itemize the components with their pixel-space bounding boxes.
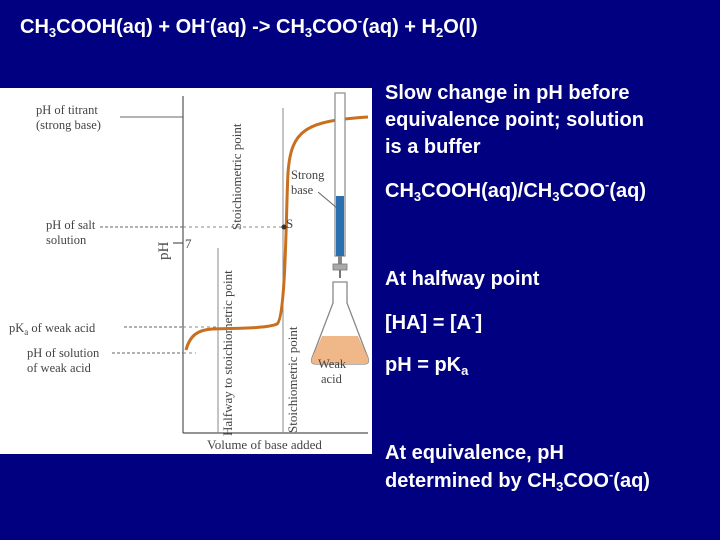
bullet-ph-equals-pka: pH = pKa [385, 354, 469, 378]
bullet-halfway: At halfway point [385, 268, 540, 290]
strong-base-label: Strong [291, 168, 325, 182]
bullet-buffer-pair: CH3COOH(aq)/CH3COO-(aq) [385, 177, 647, 204]
point-s-label: S [286, 216, 293, 231]
stoich-point-label: Stoichiometric point [229, 123, 244, 230]
halfway-label: Halfway to stoichiometric point [220, 270, 235, 436]
bullet-equivalence-line1: At equivalence, pH [385, 442, 564, 464]
x-axis-label: Volume of base added [207, 437, 322, 452]
flask-illustration [310, 281, 370, 365]
y-tick-7: 7 [185, 236, 192, 251]
burette-illustration [332, 92, 348, 278]
y-axis-label: pH [156, 242, 172, 261]
label-ph-salt: pH of salt [46, 218, 96, 232]
stoich-point-label-2: Stoichiometric point [285, 326, 300, 433]
label-pka: pKa of weak acid [9, 321, 96, 337]
bullet-buffer-line3: is a buffer [385, 136, 481, 158]
bullet-buffer-line1: Slow change in pH before [385, 82, 630, 104]
bullet-buffer-line2: equivalence point; solution [385, 109, 644, 131]
label-ph-titrant: pH of titrant [36, 103, 98, 117]
bullet-ha-equals-a: [HA] = [A-] [385, 309, 483, 334]
strong-base-label-2: base [291, 183, 314, 197]
weak-acid-label-2: acid [321, 372, 343, 386]
titration-figure: pH of titrant (strong base) pH of salt s… [0, 88, 372, 454]
label-weak-acid-solution: of weak acid [27, 361, 92, 375]
label-strong-base-paren: (strong base) [36, 118, 101, 132]
bullet-equivalence-line2: determined by CH3COO-(aq) [385, 467, 650, 494]
titration-curve-diagram: pH of titrant (strong base) pH of salt s… [9, 92, 370, 452]
slide-title: CH3COOH(aq) + OH-(aq) -> CH3COO-(aq) + H… [20, 13, 478, 40]
titration-curve [184, 115, 369, 351]
label-ph-weak-acid: pH of solution [27, 346, 100, 360]
weak-acid-label: Weak [318, 357, 347, 371]
strong-base-pointer [317, 191, 338, 209]
point-s-dot [281, 224, 287, 230]
label-salt-solution: solution [46, 233, 87, 247]
